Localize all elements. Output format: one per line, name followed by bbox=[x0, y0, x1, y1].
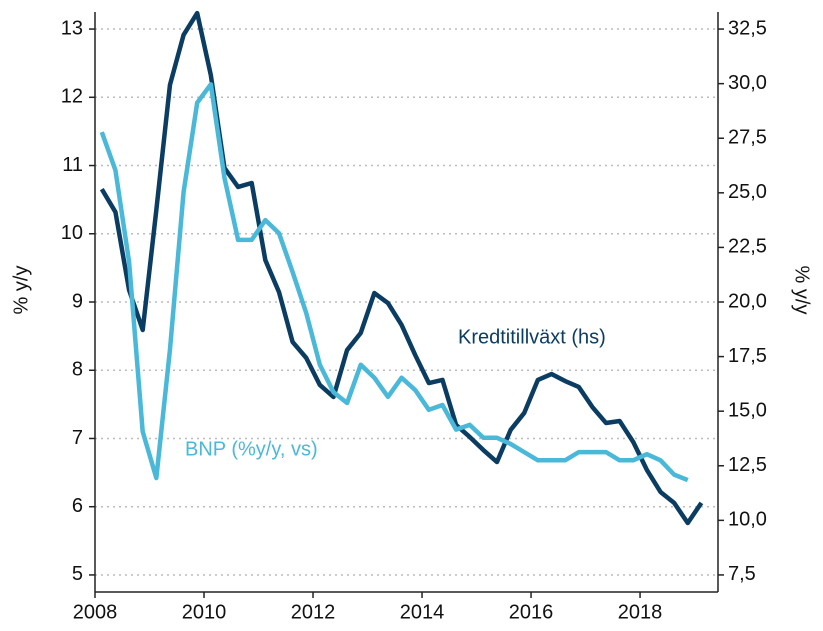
y2-tick-label: 25,0 bbox=[728, 181, 767, 203]
y-axis-label: % y/y bbox=[10, 266, 32, 315]
annotation: Kredtitillväxt (hs) bbox=[458, 326, 606, 348]
y-tick-label: 9 bbox=[72, 290, 83, 312]
y2-tick-label: 32,5 bbox=[728, 17, 767, 39]
y2-tick-label: 30,0 bbox=[728, 72, 767, 94]
y-tick-label: 10 bbox=[61, 222, 83, 244]
y2-tick-label: 22,5 bbox=[728, 236, 767, 258]
y2-tick-label: 7,5 bbox=[728, 563, 756, 585]
y2-tick-label: 15,0 bbox=[728, 399, 767, 421]
x-tick-label: 2008 bbox=[73, 601, 118, 623]
y2-tick-label: 17,5 bbox=[728, 345, 767, 367]
x-tick-label: 2018 bbox=[618, 601, 663, 623]
y2-tick-label: 27,5 bbox=[728, 127, 767, 149]
y-tick-label: 7 bbox=[72, 427, 83, 449]
y2-tick-label: 10,0 bbox=[728, 509, 767, 531]
series-line bbox=[99, 82, 689, 483]
y-tick-label: 13 bbox=[61, 17, 83, 39]
y-tick-label: 12 bbox=[61, 86, 83, 108]
x-tick-label: 2014 bbox=[400, 601, 445, 623]
series-line bbox=[99, 10, 704, 526]
y-tick-label: 6 bbox=[72, 495, 83, 517]
y2-tick-label: 20,0 bbox=[728, 290, 767, 312]
y-tick-label: 11 bbox=[62, 154, 83, 176]
y2-axis-label: % y/y bbox=[791, 266, 813, 315]
y2-tick-label: 12,5 bbox=[728, 454, 767, 476]
x-tick-label: 2010 bbox=[182, 601, 227, 623]
x-tick-label: 2016 bbox=[509, 601, 554, 623]
y-tick-label: 5 bbox=[72, 563, 83, 585]
annotation: BNP (%y/y, vs) bbox=[185, 438, 318, 460]
y-tick-label: 8 bbox=[72, 359, 83, 381]
x-tick-label: 2012 bbox=[291, 601, 336, 623]
